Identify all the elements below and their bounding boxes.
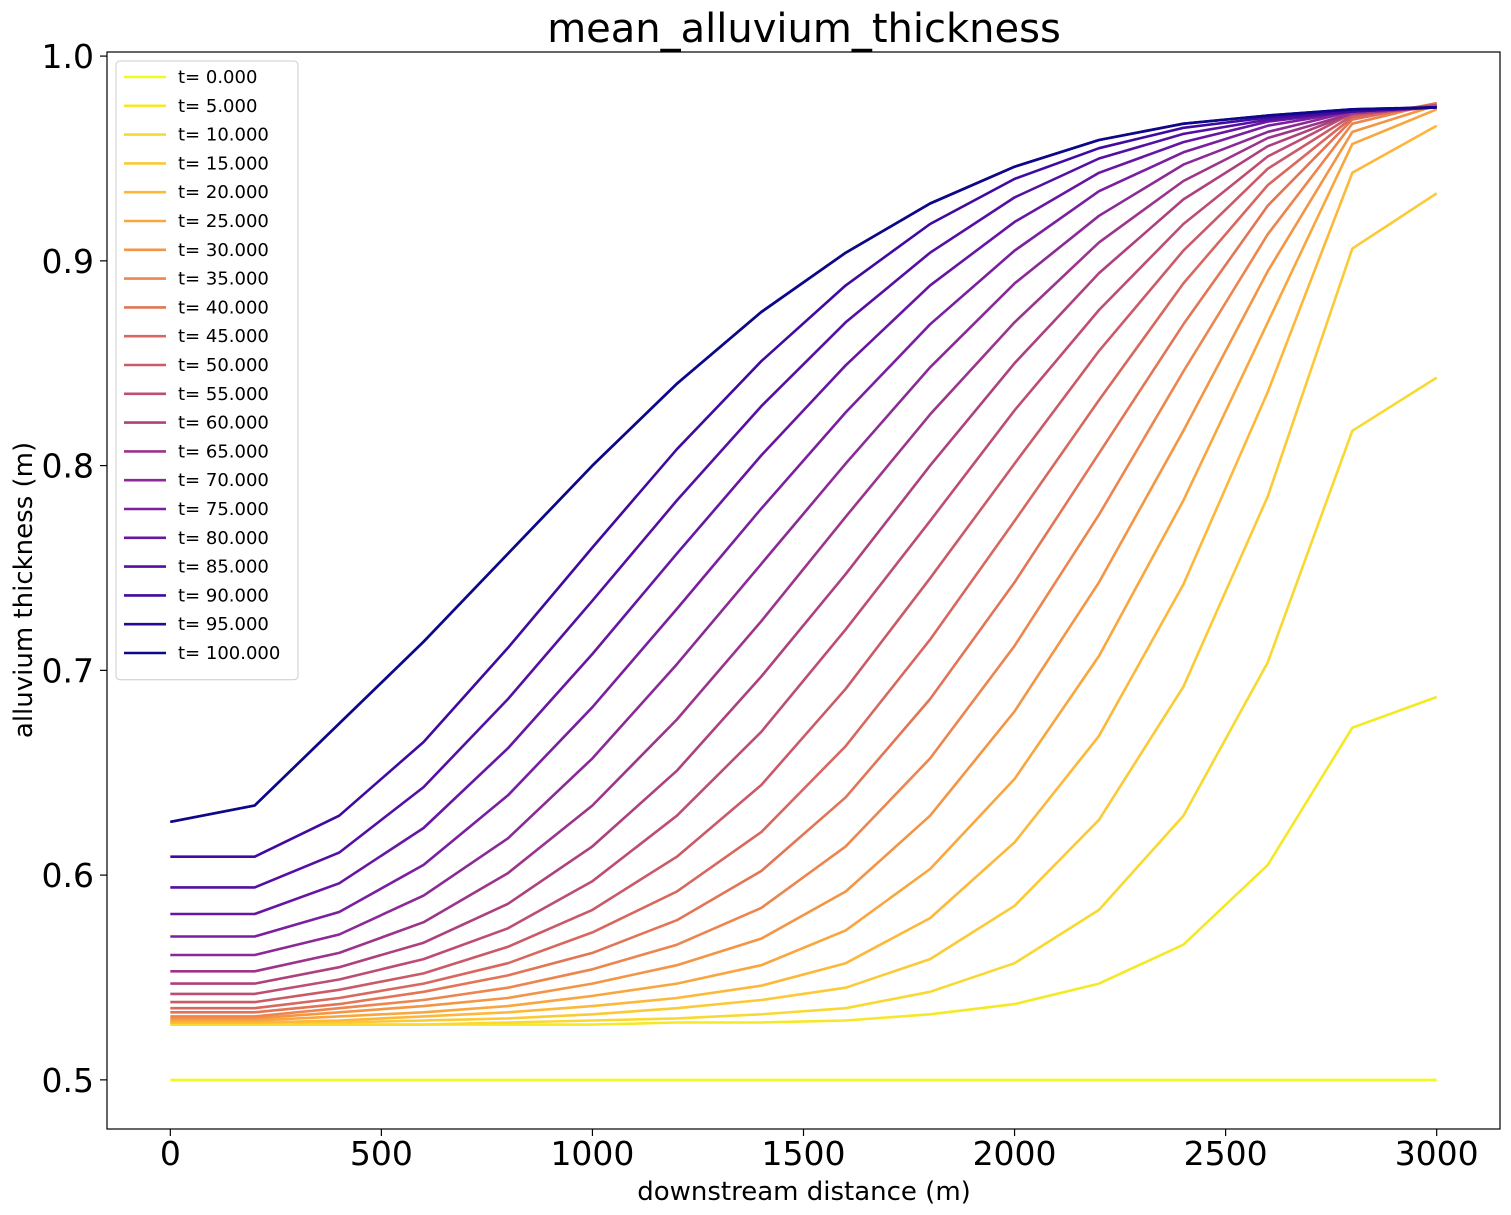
y-tick-label: 0.5	[42, 1061, 94, 1100]
legend-entry: t= 70.000	[178, 470, 269, 491]
legend-entry: t= 20.000	[178, 182, 269, 203]
axes-layer: 0 500 1000 1500 2000 2500 3000 0.5 0.6 0.7 0.8 0.9 1…	[42, 37, 1479, 1173]
series-line-8	[170, 101, 1437, 1014]
legend-entry: t= 5.000	[178, 96, 257, 117]
y-tick-label: 0.6	[42, 856, 94, 895]
legend-entry: t= 40.000	[178, 297, 269, 318]
legend-entry: t= 15.000	[178, 153, 269, 174]
legend-entry: t= 25.000	[178, 211, 269, 232]
legend-entry: t= 95.000	[178, 614, 269, 635]
series-line-15	[170, 106, 1437, 938]
y-tick-label: 1.0	[42, 37, 94, 76]
x-tick-label: 3000	[1395, 1134, 1479, 1173]
series-line-17	[170, 106, 1437, 889]
series-line-20	[170, 106, 1437, 824]
series-layer	[170, 101, 1438, 1082]
legend-entry: t= 65.000	[178, 441, 269, 462]
series-line-3	[170, 192, 1438, 1024]
series-line-10	[170, 103, 1437, 1004]
series-line-4	[170, 124, 1438, 1024]
legend-entry: t= 75.000	[178, 499, 269, 520]
legend-entry: t= 90.000	[178, 585, 269, 606]
legend-box	[115, 60, 299, 681]
series-line-6	[170, 103, 1438, 1020]
x-tick-label: 0	[160, 1134, 181, 1173]
legend-entry: t= 50.000	[178, 355, 269, 376]
chart-title: mean_alluvium_thickness	[547, 6, 1061, 52]
series-line-11	[170, 103, 1437, 996]
legend: t= 0.000 t= 5.000 t= 10.000 t= 15.000 t= 20.…	[115, 60, 299, 681]
legend-entry: t= 45.000	[178, 326, 269, 347]
y-tick-label: 0.8	[42, 447, 94, 486]
x-axis-label: downstream distance (m)	[637, 1177, 971, 1207]
x-tick-label: 500	[350, 1134, 413, 1173]
plot-frame	[106, 51, 1501, 1130]
x-tick-label: 2000	[973, 1134, 1057, 1173]
series-line-16	[170, 106, 1437, 916]
series-line-9	[170, 103, 1437, 1010]
x-tick-label: 1500	[762, 1134, 846, 1173]
y-tick-label: 0.7	[42, 651, 94, 690]
legend-entry: t= 80.000	[178, 528, 269, 549]
legend-entry: t= 100.000	[178, 643, 280, 664]
legend-entry: t= 85.000	[178, 557, 269, 578]
y-axis-label: alluvium thickness (m)	[9, 442, 39, 738]
y-tick-label: 0.9	[42, 242, 94, 281]
series-line-7	[170, 101, 1438, 1018]
series-line-18	[170, 106, 1437, 859]
legend-entry: t= 35.000	[178, 269, 269, 290]
series-line-19	[170, 106, 1437, 824]
series-line-14	[170, 106, 1437, 957]
legend-entry: t= 60.000	[178, 413, 269, 434]
legend-entry: t= 0.000	[178, 67, 257, 88]
series-line-12	[170, 106, 1437, 985]
series-line-2	[170, 376, 1438, 1026]
legend-entry: t= 30.000	[178, 240, 269, 261]
legend-entry: t= 10.000	[178, 125, 269, 146]
x-tick-label: 2500	[1184, 1134, 1268, 1173]
legend-entry: t= 55.000	[178, 384, 269, 405]
series-line-13	[170, 106, 1437, 973]
x-tick-label: 1000	[550, 1134, 634, 1173]
series-line-5	[170, 108, 1438, 1022]
